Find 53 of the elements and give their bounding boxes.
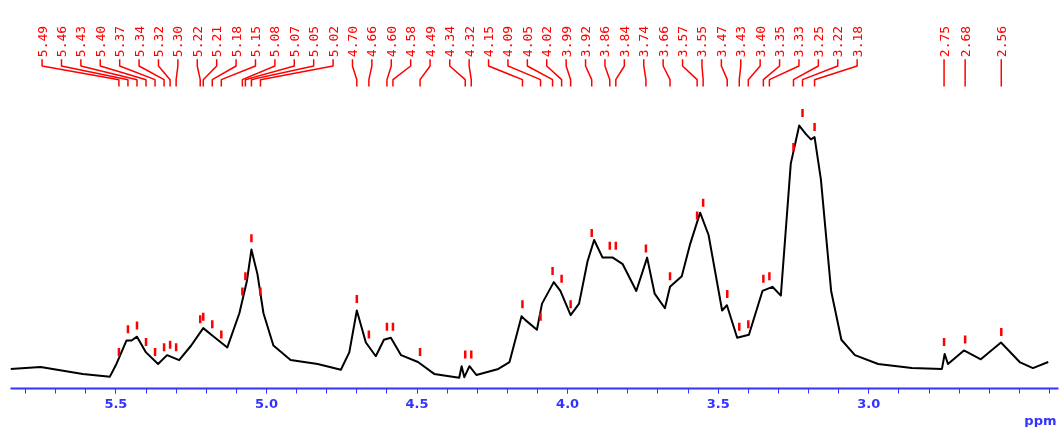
annotation: 5.21 — [209, 25, 225, 58]
annotation: 3.84 — [616, 25, 632, 58]
annotation: 3.25 — [810, 25, 826, 58]
annotation: 3.86 — [597, 25, 613, 58]
annotation: 3.47 — [713, 25, 729, 58]
annotation: 5.49 — [34, 25, 50, 58]
annotation: 3.66 — [655, 25, 671, 58]
annotation: 5.43 — [73, 25, 89, 58]
x-tick-label: 3.5 — [706, 395, 730, 411]
annotation: 5.32 — [150, 25, 166, 58]
x-axis-title: ppm — [1024, 412, 1057, 427]
annotation: 2.68 — [957, 25, 973, 58]
x-tick-label: 5.5 — [104, 395, 128, 411]
annotation: 5.15 — [247, 25, 263, 58]
annotation: 5.22 — [189, 25, 205, 58]
annotation: 3.99 — [558, 25, 574, 58]
annotation: 4.09 — [500, 25, 516, 58]
annotation: 5.30 — [170, 25, 186, 58]
annotation: 3.43 — [733, 25, 749, 58]
annotation: 4.34 — [442, 25, 458, 58]
annotation: 4.49 — [422, 25, 438, 58]
annotation: 5.18 — [228, 25, 244, 58]
annotation: 3.22 — [830, 25, 846, 58]
x-tick-label: 5.0 — [254, 395, 278, 411]
annotation: 5.05 — [306, 25, 322, 58]
x-tick-label: 4.0 — [556, 395, 580, 411]
annotation: 5.37 — [112, 25, 128, 58]
annotation: 5.02 — [325, 25, 341, 58]
annotation: 3.92 — [578, 25, 594, 58]
annotation: 4.66 — [364, 25, 380, 58]
annotation: 4.15 — [481, 25, 497, 58]
annotation: 3.74 — [636, 25, 652, 58]
annotation: 2.75 — [936, 25, 952, 58]
annotation: 3.18 — [849, 25, 865, 58]
x-tick-label: 4.5 — [405, 395, 429, 411]
annotation: 4.02 — [539, 25, 555, 58]
annotation: 5.07 — [286, 25, 302, 58]
annotation: 4.32 — [461, 25, 477, 58]
annotation: 4.58 — [403, 25, 419, 58]
annotation: 4.60 — [383, 25, 399, 58]
annotation: 4.05 — [519, 25, 535, 58]
annotation: 3.35 — [772, 25, 788, 58]
annotation: 5.40 — [92, 25, 108, 58]
annotation: 3.55 — [694, 25, 710, 58]
annotation: 5.08 — [267, 25, 283, 58]
annotation: 5.34 — [131, 25, 147, 58]
x-tick-label: 3.0 — [857, 395, 881, 411]
annotation: 2.56 — [993, 25, 1009, 58]
annotation: 4.70 — [344, 25, 360, 58]
annotation: 3.57 — [675, 25, 691, 58]
annotation: 5.46 — [53, 25, 69, 58]
annotation: 3.40 — [752, 25, 768, 58]
annotation: 3.33 — [791, 25, 807, 58]
